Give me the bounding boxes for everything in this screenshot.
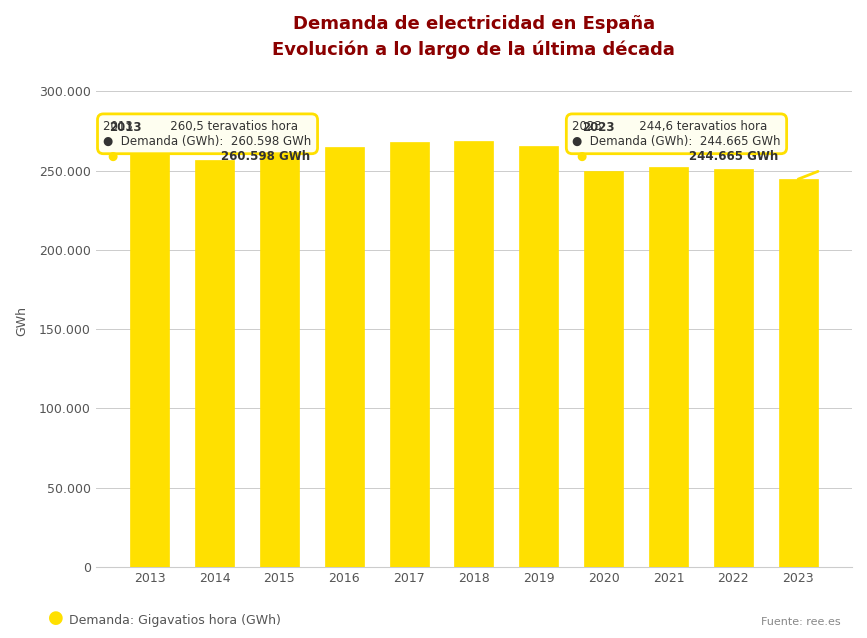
Text: ●: ●	[48, 609, 63, 627]
Text: ●: ●	[108, 151, 117, 163]
Text: 2023          244,6 teravatios hora
●  Demanda (GWh):  244.665 GWh: 2023 244,6 teravatios hora ● Demanda (GW…	[572, 120, 780, 148]
Text: 2013          260,5 teravatios hora
●  Demanda (GWh):  260.598 GWh: 2013 260,5 teravatios hora ● Demanda (GW…	[103, 120, 311, 148]
Text: 260.598 GWh: 260.598 GWh	[220, 151, 310, 163]
Text: ●: ●	[576, 151, 586, 163]
Bar	[714, 169, 753, 567]
Text: 2013: 2013	[109, 121, 142, 134]
Title: Demanda de electricidad en España
Evolución a lo largo de la última década: Demanda de electricidad en España Evoluc…	[272, 15, 675, 59]
Bar	[779, 179, 818, 567]
Text: Demanda: Gigavatios hora (GWh): Demanda: Gigavatios hora (GWh)	[69, 614, 281, 627]
Text: 2023: 2023	[582, 121, 615, 134]
Bar	[454, 142, 493, 567]
Bar	[195, 160, 234, 567]
Bar	[389, 142, 428, 567]
Text: 244.665 GWh: 244.665 GWh	[689, 151, 779, 163]
Bar	[649, 168, 688, 567]
Bar	[584, 171, 623, 567]
Bar	[325, 147, 363, 567]
Bar	[519, 146, 558, 567]
Bar	[260, 149, 299, 567]
Text: Fuente: ree.es: Fuente: ree.es	[761, 616, 841, 627]
Y-axis label: GWh: GWh	[15, 306, 28, 336]
Bar	[130, 154, 169, 567]
